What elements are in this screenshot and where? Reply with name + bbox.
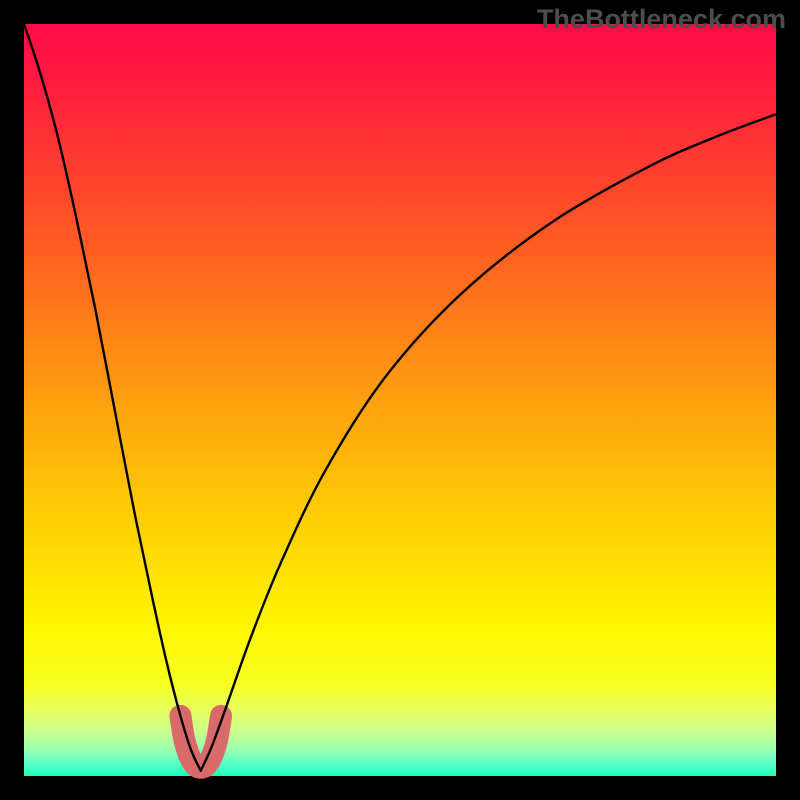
chart-container: TheBottleneck.com — [0, 0, 800, 800]
highlight-u — [180, 716, 221, 768]
curve-overlay — [0, 0, 800, 800]
bottleneck-curve — [24, 24, 776, 771]
